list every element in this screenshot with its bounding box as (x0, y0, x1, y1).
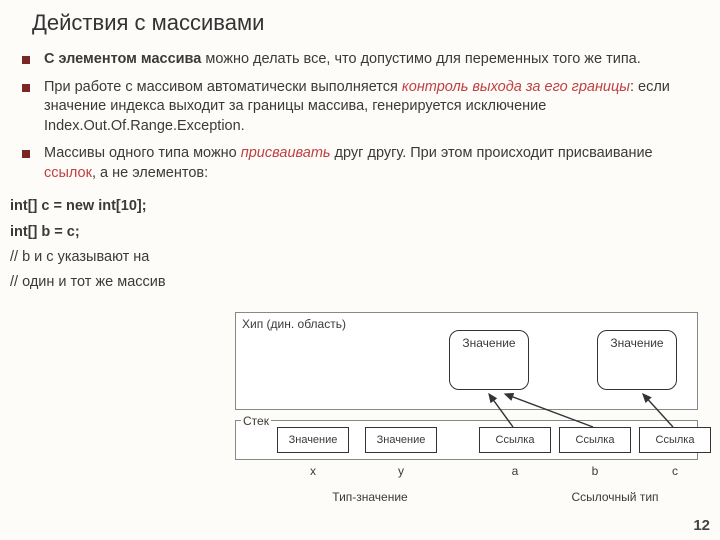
bullet-icon (22, 150, 30, 158)
var-a: a (479, 464, 551, 478)
slide-title: Действия с массивами (0, 0, 720, 50)
bullet-1-rest: можно делать все, что допустимо для пере… (201, 51, 640, 67)
code-line-4: // один и тот же массив (10, 271, 720, 294)
bullet-3-c: друг другу. При этом происходит присваив… (331, 145, 653, 161)
bullet-3-emph2: ссылок (44, 165, 92, 181)
bullet-1: С элементом массива можно делать все, чт… (22, 50, 700, 70)
cell-a: Ссылка (479, 427, 551, 453)
heap-value-2: Значение (597, 330, 677, 390)
stack-label: Стек (241, 414, 271, 428)
memory-diagram: Хип (дин. область) Значение Значение Сте… (235, 312, 705, 512)
cell-y: Значение (365, 427, 437, 453)
bullet-icon (22, 56, 30, 64)
heap-value-1: Значение (449, 330, 529, 390)
page-number: 12 (693, 517, 710, 534)
bullet-2: При работе с массивом автоматически выпо… (22, 78, 700, 137)
code-line-3: // b и c указывают на (10, 246, 720, 269)
bullet-3-a: Массивы одного типа можно (44, 145, 241, 161)
heap-label: Хип (дин. область) (242, 317, 346, 331)
code-block: int[] c = new int[10]; int[] b = c; // b… (0, 191, 720, 294)
var-b: b (559, 464, 631, 478)
bullet-2-a: При работе с массивом автоматически выпо… (44, 79, 402, 95)
var-c: c (639, 464, 711, 478)
bullet-list: С элементом массива можно делать все, чт… (0, 50, 720, 183)
var-y: y (365, 464, 437, 478)
bullet-3-e: , а не элементов: (92, 165, 208, 181)
bullet-3: Массивы одного типа можно присваивать др… (22, 144, 700, 183)
bullet-1-bold: С элементом массива (44, 51, 201, 67)
code-line-1: int[] c = new int[10]; (10, 198, 147, 214)
cell-c: Ссылка (639, 427, 711, 453)
caption-ref-type: Ссылочный тип (535, 490, 695, 504)
bullet-3-emph1: присваивать (241, 145, 331, 161)
code-line-2: int[] b = c; (10, 224, 80, 240)
var-x: x (277, 464, 349, 478)
caption-value-type: Тип-значение (295, 490, 445, 504)
bullet-icon (22, 84, 30, 92)
cell-x: Значение (277, 427, 349, 453)
cell-b: Ссылка (559, 427, 631, 453)
bullet-2-emph: контроль выхода за его границы (402, 79, 630, 95)
